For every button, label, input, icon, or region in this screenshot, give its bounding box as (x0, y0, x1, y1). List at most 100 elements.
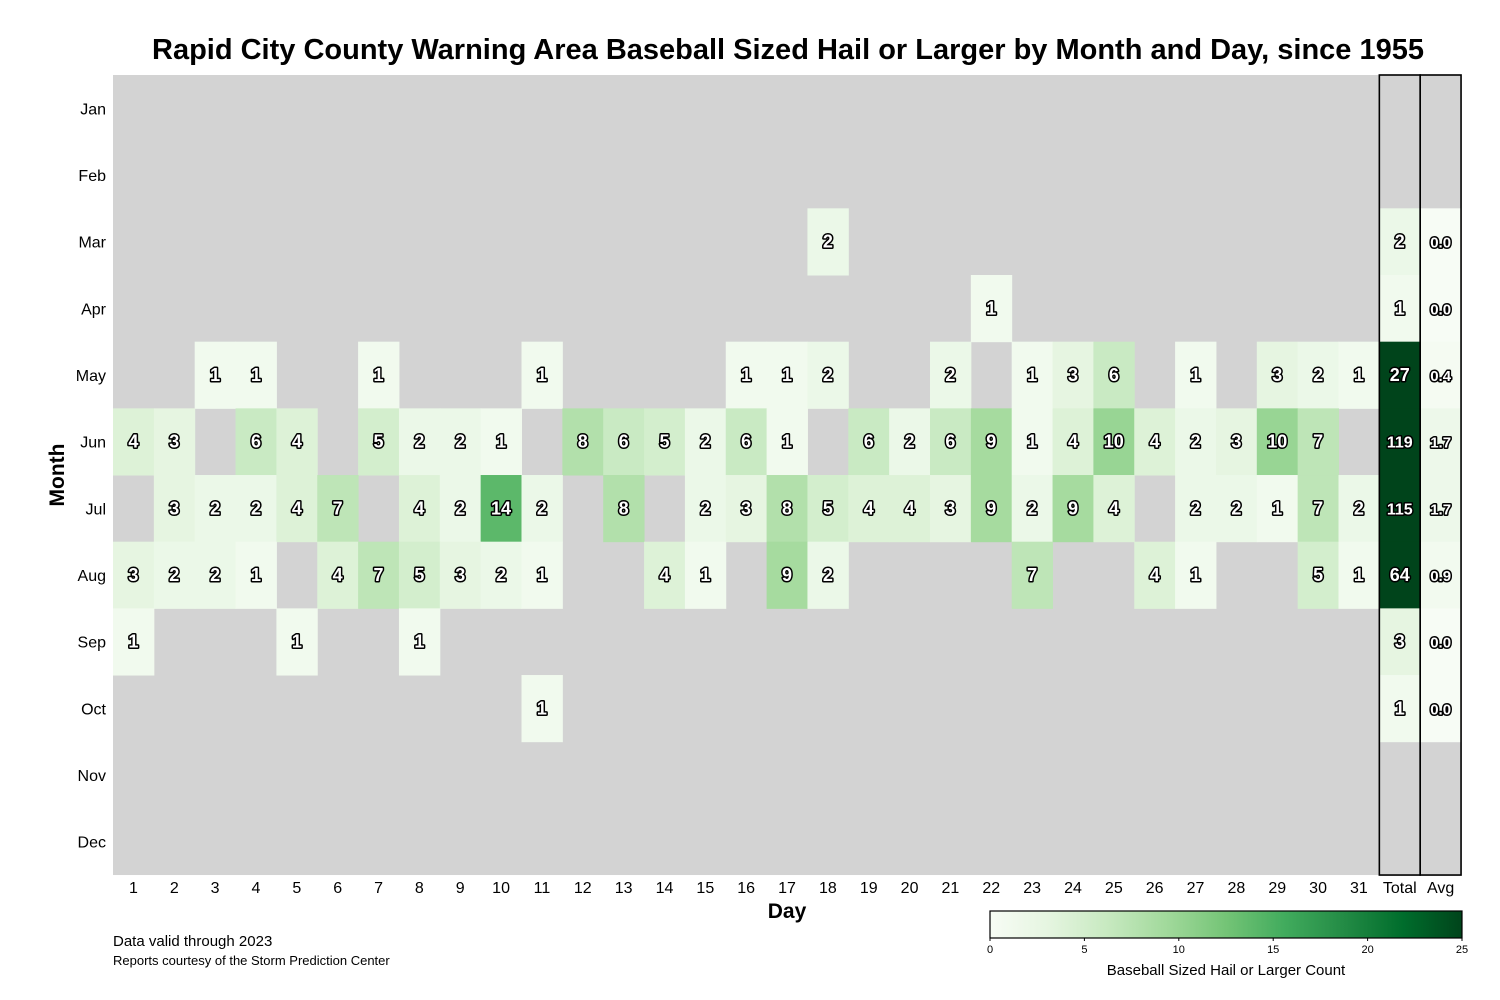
heatmap-cell (276, 608, 318, 676)
heatmap-cell-value: 1 (414, 632, 424, 652)
heatmap-cell (153, 408, 196, 476)
heatmap-cell-value: 6 (1109, 365, 1119, 385)
heatmap-cell (766, 341, 808, 409)
heatmap-cell-value: 2 (210, 565, 220, 585)
heatmap-cell (113, 541, 155, 609)
day-tick-label: 30 (1309, 880, 1327, 897)
heatmap-cell-value: 3 (128, 565, 138, 585)
day-tick-label: 7 (374, 880, 383, 897)
heatmap-cell (480, 541, 522, 609)
heatmap-cell (358, 408, 400, 476)
heatmap-cell-value: 10 (1267, 432, 1287, 452)
heatmap-cell (521, 341, 563, 409)
heatmap-cell-value: 3 (1272, 365, 1282, 385)
heatmap-cell (358, 341, 400, 409)
heatmap-cell (317, 475, 359, 543)
data-valid-note: Data valid through 2023 (113, 933, 272, 950)
avg-cell-value: 0.0 (1430, 301, 1451, 318)
heatmap-cell-value: 2 (823, 232, 833, 252)
heatmap-cell (848, 408, 890, 476)
day-tick-label: 10 (492, 880, 510, 897)
heatmap-cell (1256, 408, 1299, 476)
heatmap-cell (1011, 408, 1054, 476)
day-tick-label: 25 (1105, 880, 1123, 897)
source-credit-note: Reports courtesy of the Storm Prediction… (113, 953, 390, 968)
heatmap-cell (1011, 475, 1054, 543)
total-cell-value: 27 (1390, 365, 1410, 385)
heatmap-cell (807, 208, 849, 276)
total-cell-value: 3 (1395, 632, 1405, 652)
colorbar-tick-label: 15 (1267, 944, 1279, 956)
heatmap-cell-value: 3 (741, 498, 751, 518)
heatmap-cell-value: 3 (1231, 432, 1241, 452)
heatmap-cell (194, 541, 237, 609)
day-tick-label: 6 (333, 880, 342, 897)
heatmap-cell-value: 1 (537, 565, 547, 585)
total-cell (1379, 541, 1421, 609)
heatmap-cell (725, 475, 768, 543)
heatmap-cell (603, 408, 645, 476)
total-cell (1379, 608, 1421, 676)
month-tick-label: Jun (80, 435, 106, 452)
month-tick-label: Jul (86, 501, 106, 518)
heatmap-cell-value: 4 (128, 432, 138, 452)
heatmap-cell-value: 3 (1068, 365, 1078, 385)
heatmap-cell (276, 475, 318, 543)
heatmap-cell (1134, 408, 1176, 476)
chart-title: Rapid City County Warning Area Baseball … (152, 34, 1424, 66)
heatmap-cell-value: 2 (169, 565, 179, 585)
heatmap-cell-value: 1 (782, 432, 792, 452)
heatmap-cell-value: 1 (537, 365, 547, 385)
heatmap-cell (153, 475, 196, 543)
heatmap-cell (970, 275, 1013, 343)
heatmap-cell (1297, 541, 1339, 609)
heatmap-cell (398, 408, 441, 476)
heatmap-cell (930, 341, 972, 409)
heatmap-cell (807, 341, 849, 409)
heatmap-cell-value: 9 (1068, 498, 1078, 518)
heatmap-cell-value: 2 (1231, 498, 1241, 518)
heatmap-cell (1093, 408, 1135, 476)
heatmap-cell (1175, 408, 1217, 476)
heatmap-cell-value: 2 (455, 432, 465, 452)
heatmap-cell-value: 1 (1027, 432, 1037, 452)
day-tick-label: 13 (615, 880, 633, 897)
heatmap-cell (684, 475, 727, 543)
summary-column-frames (1378, 74, 1462, 876)
heatmap-cell-value: 3 (455, 565, 465, 585)
colorbar-gradient (989, 910, 1463, 939)
day-tick-label: 24 (1064, 880, 1082, 897)
heatmap-cell-value: 2 (905, 432, 915, 452)
heatmap-cell-value: 1 (496, 432, 506, 452)
heatmap-cell (725, 341, 768, 409)
heatmap-cell (1175, 341, 1217, 409)
heatmap-cell-value: 10 (1104, 432, 1124, 452)
heatmap-cell (398, 541, 441, 609)
avg-cell (1420, 208, 1462, 276)
total-cell-value: 64 (1390, 565, 1410, 585)
heatmap-cell-value: 2 (823, 565, 833, 585)
heatmap-cell-value: 6 (741, 432, 751, 452)
heatmap-cell-value: 3 (169, 498, 179, 518)
colorbar-label: Baseball Sized Hail or Larger Count (1107, 962, 1346, 979)
colorbar-tick-label: 10 (1173, 944, 1185, 956)
month-tick-label: Nov (78, 768, 106, 785)
heatmap-cell-value: 4 (292, 498, 302, 518)
heatmap-cell (439, 475, 482, 543)
heatmap-cell-value: 3 (169, 432, 179, 452)
avg-cell (1420, 475, 1462, 543)
heatmap-cell (194, 475, 237, 543)
day-tick-label: Total (1383, 880, 1417, 897)
heatmap-cell-value: 1 (537, 698, 547, 718)
day-tick-label: 16 (737, 880, 755, 897)
heatmap-cell-value: 5 (414, 565, 424, 585)
heatmap-cell-value: 1 (1027, 365, 1037, 385)
colorbar-ticks: 0 5 10 15 20 25 (987, 938, 1468, 956)
heatmap-cell-value: 1 (1354, 365, 1364, 385)
heatmap-cell-value: 1 (374, 365, 384, 385)
month-tick-label: Jan (80, 101, 106, 118)
heatmap-cell (930, 475, 972, 543)
heatmap-cell (113, 608, 155, 676)
avg-cell (1420, 675, 1462, 743)
avg-cell-value: 0.0 (1430, 235, 1451, 252)
